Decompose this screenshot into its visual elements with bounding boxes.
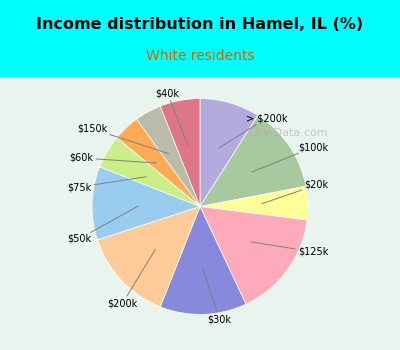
Text: $30k: $30k xyxy=(203,268,232,325)
Wedge shape xyxy=(200,206,307,304)
Text: $50k: $50k xyxy=(67,206,138,244)
Wedge shape xyxy=(160,99,200,206)
Text: White residents: White residents xyxy=(146,49,254,63)
Wedge shape xyxy=(136,106,200,206)
Text: $125k: $125k xyxy=(251,242,328,257)
Text: $40k: $40k xyxy=(156,88,188,146)
Wedge shape xyxy=(92,167,200,240)
Text: City-Data.com: City-Data.com xyxy=(248,128,328,138)
Wedge shape xyxy=(200,116,306,206)
Wedge shape xyxy=(200,99,258,206)
Wedge shape xyxy=(100,138,200,206)
Wedge shape xyxy=(97,206,200,307)
Text: $150k: $150k xyxy=(77,124,169,154)
Wedge shape xyxy=(200,186,308,220)
Text: > $200k: > $200k xyxy=(219,113,288,148)
Text: $75k: $75k xyxy=(67,177,146,192)
Text: $200k: $200k xyxy=(107,250,155,309)
Wedge shape xyxy=(117,119,200,206)
Text: $100k: $100k xyxy=(252,142,328,172)
Text: $60k: $60k xyxy=(69,153,156,163)
Text: Income distribution in Hamel, IL (%): Income distribution in Hamel, IL (%) xyxy=(36,17,364,32)
Text: $20k: $20k xyxy=(262,180,329,204)
Wedge shape xyxy=(160,206,246,314)
